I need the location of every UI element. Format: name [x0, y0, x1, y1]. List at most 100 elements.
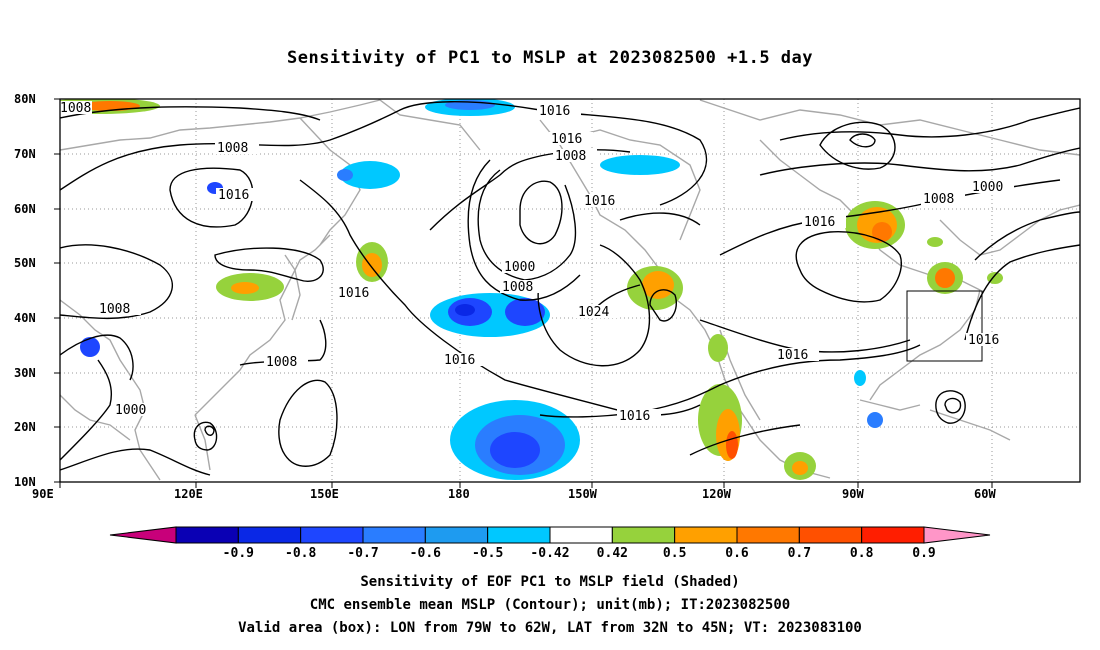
lon-label: 120E	[174, 487, 203, 501]
contour-label: 1016	[966, 333, 1010, 348]
lat-label: 50N	[14, 256, 36, 270]
lon-label: 120W	[702, 487, 732, 501]
contour-label: 1008	[215, 141, 259, 156]
svg-text:1016: 1016	[584, 194, 615, 209]
valid-area-box	[906, 290, 983, 362]
contour-label: 1008	[500, 280, 544, 295]
svg-text:1016: 1016	[539, 104, 570, 119]
colorbar-segment	[487, 526, 551, 544]
colorbar-segment	[109, 526, 177, 544]
svg-text:1016: 1016	[338, 286, 369, 301]
contour-label: 1008	[264, 355, 308, 370]
lon-label: 180	[448, 487, 470, 501]
contour-label: 1016	[336, 286, 380, 301]
contour-label: 1016	[549, 132, 593, 147]
map-title: Sensitivity of PC1 to MSLP at 2023082500…	[286, 48, 813, 68]
colorbar-segment	[424, 526, 489, 544]
colorbar-segment	[300, 526, 364, 544]
svg-text:1008: 1008	[502, 280, 533, 295]
svg-text:1024: 1024	[578, 305, 609, 320]
lon-label: 90E	[32, 487, 54, 501]
contour-label: 1016	[216, 188, 260, 203]
colorbar-tick-label: -0.42	[530, 546, 569, 561]
svg-text:1016: 1016	[551, 132, 582, 147]
colorbar-tick-label: -0.9	[223, 546, 254, 561]
colorbar-tick-label: -0.7	[347, 546, 378, 561]
svg-text:1016: 1016	[968, 333, 999, 348]
lat-label: 40N	[14, 311, 36, 325]
contour-label: 1008	[502, 280, 546, 295]
svg-text:1008: 1008	[266, 355, 297, 370]
contour-label: 1016	[617, 409, 661, 424]
colorbar-tick-label: 0.9	[912, 546, 935, 561]
colorbar-tick-label: 0.42	[597, 546, 628, 561]
contour-label: 1008	[97, 302, 141, 317]
lat-label: 80N	[14, 92, 36, 106]
svg-text:1000: 1000	[972, 180, 1003, 195]
svg-text:1000: 1000	[504, 260, 535, 275]
colorbar-tick-label: 0.7	[788, 546, 811, 561]
contour-label: 1024	[576, 305, 620, 320]
contour-label: 1000	[970, 180, 1014, 195]
colorbar-segment	[861, 526, 925, 544]
colorbar-segment	[798, 526, 863, 544]
longitude-labels: 90E 120E 150E 180 150W 120W 90W 60W	[32, 487, 996, 501]
contour-label: 1016	[970, 180, 1014, 195]
svg-text:1016: 1016	[777, 348, 808, 363]
contour-label: 1000	[502, 260, 546, 275]
footer-line-valid-area: Valid area (box): LON from 79W to 62W, L…	[238, 620, 862, 636]
svg-text:1008: 1008	[555, 149, 586, 164]
latitude-labels: 80N 70N 60N 50N 40N 30N 20N 10N	[14, 92, 36, 489]
svg-text:1008: 1008	[923, 192, 954, 207]
contour-label: 1008	[921, 192, 965, 207]
contour-label: 1016	[582, 194, 626, 209]
colorbar-tick-label: -0.8	[285, 546, 316, 561]
svg-text:1008: 1008	[99, 302, 130, 317]
contour-label: 1016	[442, 353, 486, 368]
colorbar-tick-label: 0.8	[850, 546, 874, 561]
lat-label: 60N	[14, 202, 36, 216]
colorbar-tick-label: 0.6	[725, 546, 749, 561]
svg-text:1008: 1008	[60, 101, 91, 116]
mslp-contours	[60, 101, 1080, 476]
lon-label: 90W	[842, 487, 864, 501]
colorbar-segment	[549, 526, 613, 544]
lat-label: 20N	[14, 420, 36, 434]
colorbar-segment	[237, 526, 302, 544]
svg-text:1000: 1000	[115, 403, 146, 418]
lat-label: 10N	[14, 475, 36, 489]
contour-label: 1016	[802, 215, 846, 230]
colorbar-tick-label: -0.5	[472, 546, 503, 561]
colorbar-segment	[611, 526, 676, 544]
svg-text:1016: 1016	[804, 215, 835, 230]
lon-label: 150E	[310, 487, 339, 501]
lon-label: 60W	[974, 487, 996, 501]
lat-label: 30N	[14, 366, 36, 380]
colorbar-tick-label: 0.5	[663, 546, 686, 561]
contour-label: 1016	[775, 348, 819, 363]
colorbar-segment	[674, 526, 738, 544]
colorbar-segment	[362, 526, 426, 544]
colorbar-tick-label: -0.6	[410, 546, 441, 561]
svg-text:1016: 1016	[218, 188, 249, 203]
plot-frame	[59, 98, 1081, 483]
colorbar-segment	[736, 526, 800, 544]
negative-sensitivity-shading	[80, 99, 883, 480]
contour-label: 1016	[921, 192, 965, 207]
contour-label: 1008	[60, 101, 92, 116]
colorbar-segment	[923, 526, 991, 544]
lon-label: 150W	[568, 487, 598, 501]
svg-text:1016: 1016	[619, 409, 650, 424]
colorbar: -0.9 -0.8 -0.7 -0.6 -0.5 -0.42 0.42 0.5 0.6 0.7 0.…	[109, 526, 991, 561]
contour-label: 1016	[537, 104, 581, 119]
svg-text:1016: 1016	[444, 353, 475, 368]
contour-label: 1000	[113, 403, 157, 418]
lat-label: 70N	[14, 147, 36, 161]
footer-line-shaded: Sensitivity of EOF PC1 to MSLP field (Sh…	[360, 574, 740, 590]
contour-labels: 1008 1016 1008 1016 1016 1008 1016 1016 …	[60, 101, 1014, 424]
colorbar-segment	[175, 526, 239, 544]
contour-label: 1008	[553, 149, 597, 164]
footer-line-contour: CMC ensemble mean MSLP (Contour); unit(m…	[309, 597, 791, 613]
svg-text:1008: 1008	[217, 141, 248, 156]
